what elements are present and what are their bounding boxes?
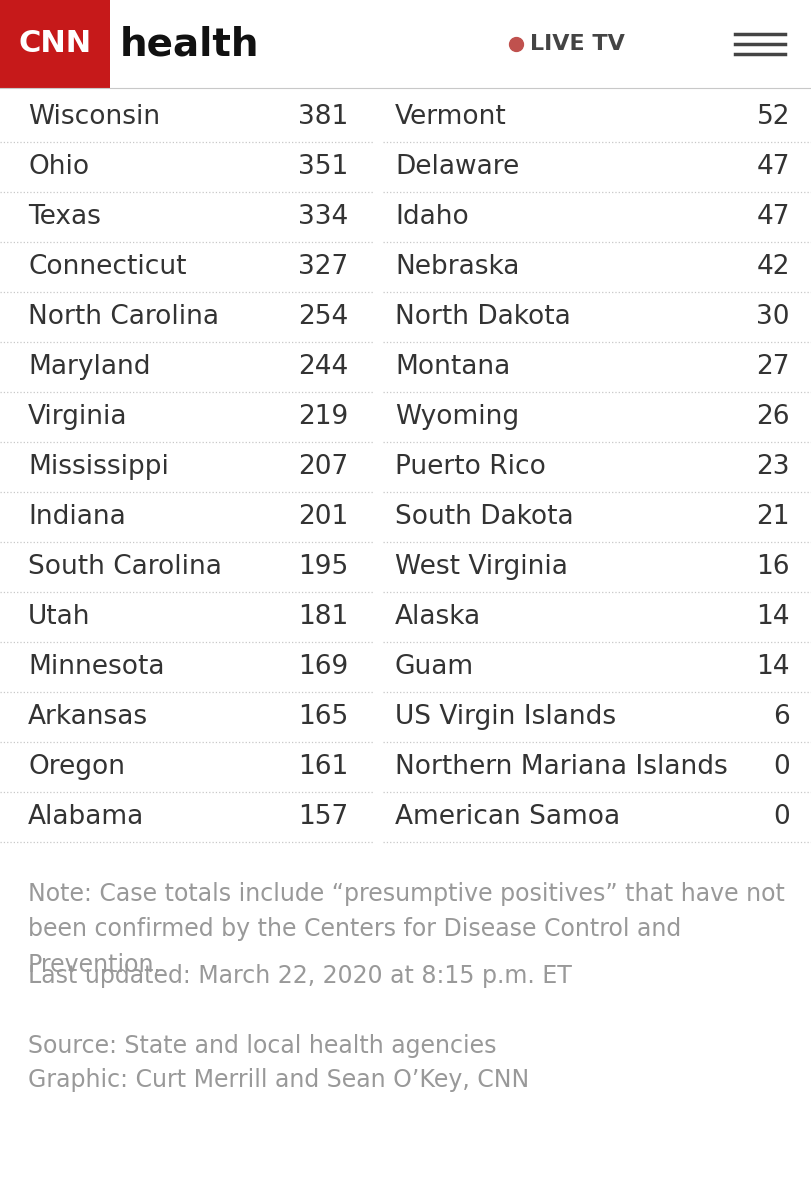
Text: 47: 47: [757, 204, 790, 230]
Text: 27: 27: [757, 354, 790, 380]
Text: Mississippi: Mississippi: [28, 454, 169, 480]
Text: 351: 351: [298, 154, 348, 180]
Text: Oregon: Oregon: [28, 754, 125, 780]
Text: 254: 254: [298, 304, 348, 330]
Text: Alabama: Alabama: [28, 804, 144, 830]
Text: 207: 207: [298, 454, 348, 480]
Text: Alaska: Alaska: [395, 604, 481, 630]
Text: 244: 244: [298, 354, 348, 380]
Text: 30: 30: [757, 304, 790, 330]
Text: 47: 47: [757, 154, 790, 180]
Text: Vermont: Vermont: [395, 104, 507, 130]
Text: 16: 16: [757, 554, 790, 580]
Text: 14: 14: [757, 604, 790, 630]
Text: 26: 26: [757, 404, 790, 430]
Text: 21: 21: [757, 504, 790, 530]
Text: LIVE TV: LIVE TV: [530, 34, 624, 54]
Text: West Virginia: West Virginia: [395, 554, 568, 580]
Text: Ohio: Ohio: [28, 154, 89, 180]
Text: 219: 219: [298, 404, 348, 430]
Text: 161: 161: [298, 754, 348, 780]
Text: South Carolina: South Carolina: [28, 554, 222, 580]
Text: 169: 169: [298, 654, 348, 680]
Text: 23: 23: [757, 454, 790, 480]
Text: 381: 381: [298, 104, 348, 130]
Text: Arkansas: Arkansas: [28, 704, 148, 730]
Text: Maryland: Maryland: [28, 354, 151, 380]
Text: 157: 157: [298, 804, 348, 830]
Text: Utah: Utah: [28, 604, 91, 630]
Text: Last updated: March 22, 2020 at 8:15 p.m. ET: Last updated: March 22, 2020 at 8:15 p.m…: [28, 964, 572, 988]
Text: Idaho: Idaho: [395, 204, 469, 230]
Text: 165: 165: [298, 704, 348, 730]
Text: 181: 181: [298, 604, 348, 630]
Text: North Dakota: North Dakota: [395, 304, 571, 330]
Text: 6: 6: [773, 704, 790, 730]
Text: Nebraska: Nebraska: [395, 254, 519, 280]
Text: Graphic: Curt Merrill and Sean O’Key, CNN: Graphic: Curt Merrill and Sean O’Key, CN…: [28, 1068, 530, 1092]
Text: Delaware: Delaware: [395, 154, 519, 180]
Text: 0: 0: [773, 754, 790, 780]
Text: Indiana: Indiana: [28, 504, 126, 530]
Text: Minnesota: Minnesota: [28, 654, 165, 680]
Text: health: health: [120, 25, 260, 62]
Text: Virginia: Virginia: [28, 404, 127, 430]
Text: South Dakota: South Dakota: [395, 504, 573, 530]
Text: Source: State and local health agencies: Source: State and local health agencies: [28, 1034, 496, 1058]
Text: 52: 52: [757, 104, 790, 130]
Text: North Carolina: North Carolina: [28, 304, 219, 330]
Text: 327: 327: [298, 254, 348, 280]
Text: CNN: CNN: [19, 30, 92, 59]
Text: Connecticut: Connecticut: [28, 254, 187, 280]
Text: Northern Mariana Islands: Northern Mariana Islands: [395, 754, 727, 780]
Text: 0: 0: [773, 804, 790, 830]
Text: 14: 14: [757, 654, 790, 680]
Text: Wisconsin: Wisconsin: [28, 104, 160, 130]
Text: Note: Case totals include “presumptive positives” that have not
been confirmed b: Note: Case totals include “presumptive p…: [28, 882, 785, 977]
Text: 334: 334: [298, 204, 348, 230]
Text: Wyoming: Wyoming: [395, 404, 519, 430]
Bar: [0, 0, 110, 88]
Text: 195: 195: [298, 554, 348, 580]
Text: American Samoa: American Samoa: [395, 804, 620, 830]
Text: 201: 201: [298, 504, 348, 530]
Text: 42: 42: [757, 254, 790, 280]
Text: US Virgin Islands: US Virgin Islands: [395, 704, 616, 730]
Text: Texas: Texas: [28, 204, 101, 230]
Text: Puerto Rico: Puerto Rico: [395, 454, 546, 480]
Text: Guam: Guam: [395, 654, 474, 680]
Text: Montana: Montana: [395, 354, 510, 380]
